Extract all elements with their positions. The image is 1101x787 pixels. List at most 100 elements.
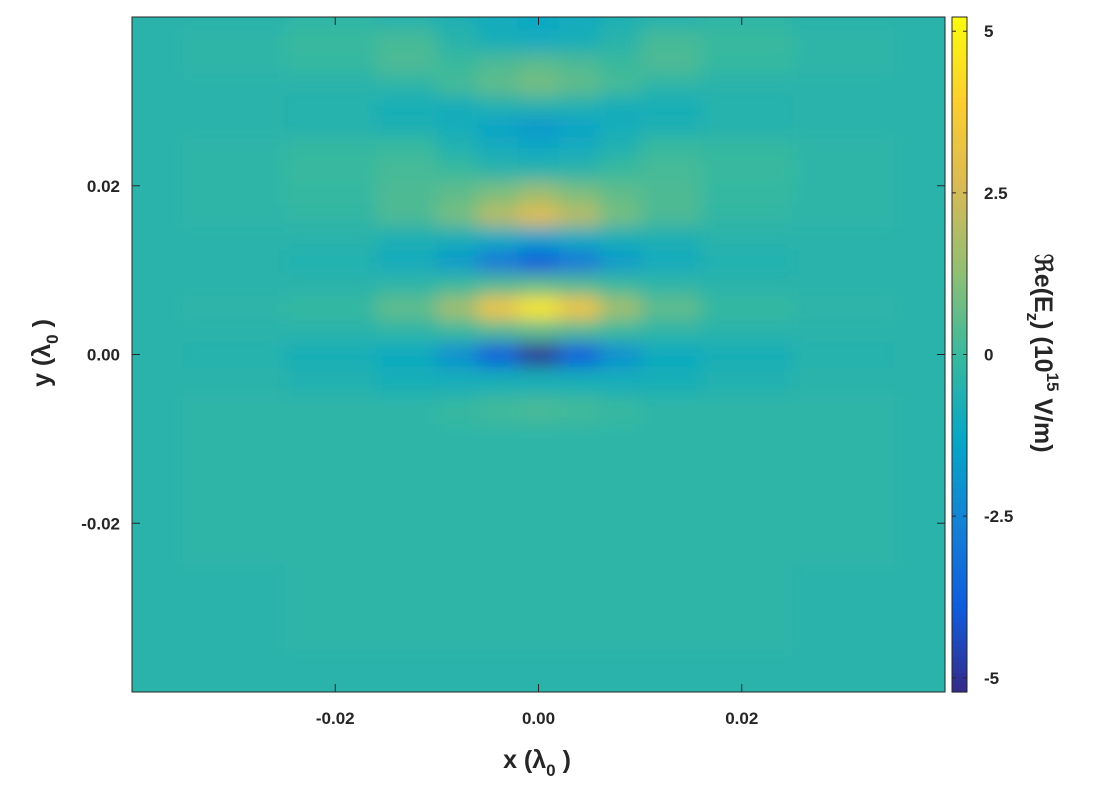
heatmap-cell: [375, 273, 438, 297]
heatmap-cell: [182, 52, 285, 75]
colorbar-strip: [952, 537, 967, 543]
colorbar-strip: [952, 357, 967, 363]
heatmap-cell: [701, 342, 794, 368]
colorbar-strip: [952, 497, 967, 503]
heatmap-cell: [375, 204, 438, 228]
heatmap-cell: [599, 273, 641, 297]
colorbar-strip: [952, 87, 967, 93]
heatmap-cell: [132, 137, 184, 159]
heatmap-cell: [701, 116, 794, 138]
colorbar-strip: [952, 622, 967, 628]
heatmap-cell: [375, 158, 438, 183]
colorbar-strip: [952, 207, 967, 213]
heatmap-cell: [436, 481, 479, 566]
colorbar-strip: [952, 127, 967, 133]
colorbar-label: ℜe(Ez) (1015 V/m): [1023, 253, 1062, 452]
colorbar-strip: [952, 627, 967, 633]
heatmap-cell: [894, 29, 945, 54]
colorbar-strip: [952, 287, 967, 293]
heatmap-cell: [640, 394, 702, 425]
heatmap-cell: [436, 204, 479, 228]
colorbar-strip: [952, 272, 967, 278]
heatmap-cell: [375, 649, 438, 692]
colorbar-strip: [952, 187, 967, 193]
colorbar-strip: [952, 72, 967, 78]
heatmap-cell: [284, 273, 377, 297]
colorbar-strip: [952, 367, 967, 373]
heatmap-cell: [894, 273, 945, 297]
heatmap-cell: [558, 649, 600, 692]
heatmap-cell: [599, 249, 641, 274]
colorbar-strip: [952, 107, 967, 113]
heatmap-cell: [284, 565, 377, 651]
heatmap-cell: [792, 29, 895, 54]
colorbar-strip: [952, 582, 967, 588]
heatmap-cell: [518, 367, 560, 396]
heatmap-cell: [640, 296, 702, 320]
colorbar-strip: [952, 102, 967, 108]
heatmap-cell: [477, 481, 519, 566]
heatmap-cell: [599, 116, 641, 138]
colorbar-strip: [952, 317, 967, 323]
heatmap-cell: [792, 342, 895, 368]
colorbar-strip: [952, 427, 967, 433]
colorbar-strip: [952, 632, 967, 638]
heatmap-cell: [182, 394, 285, 425]
colorbar-strip: [952, 322, 967, 328]
colorbar-strip: [952, 562, 967, 568]
heatmap-cell: [436, 394, 479, 425]
heatmap-cell: [477, 565, 519, 651]
heatmap-cell: [284, 296, 377, 320]
heatmap-cell: [375, 565, 438, 651]
heatmap-cell: [436, 342, 479, 368]
heatmap-cell: [894, 394, 945, 425]
heatmap-cell: [558, 367, 600, 396]
colorbar-strip: [952, 452, 967, 458]
heatmap-cell: [599, 649, 641, 692]
heatmap-cell: [132, 367, 184, 396]
heatmap-cell: [558, 116, 600, 138]
heatmap-cell: [518, 158, 560, 183]
heatmap-cell: [640, 137, 702, 159]
heatmap-cell: [375, 137, 438, 159]
heatmap-cell: [894, 181, 945, 206]
heatmap-cell: [132, 116, 184, 138]
colorbar-strip: [952, 117, 967, 123]
heatmap-cell: [436, 52, 479, 75]
colorbar-strip: [952, 252, 967, 258]
heatmap-cell: [518, 137, 560, 159]
colorbar-strip: [952, 507, 967, 513]
colorbar-strip: [952, 467, 967, 473]
heatmap-cell: [518, 424, 560, 482]
heatmap-cell: [599, 52, 641, 75]
heatmap-cell: [477, 52, 519, 75]
colorbar-strip: [952, 242, 967, 248]
colorbar-strip: [952, 552, 967, 558]
heatmap-cell: [558, 181, 600, 206]
heatmap-cell: [640, 52, 702, 75]
heatmap-cell: [894, 52, 945, 75]
colorbar-strip: [952, 647, 967, 653]
x-tick-label: 0.00: [522, 709, 555, 728]
heatmap-cell: [640, 565, 702, 651]
heatmap-cell: [375, 481, 438, 566]
colorbar-strip: [952, 572, 967, 578]
heatmap-cell: [284, 181, 377, 206]
heatmap-cell: [640, 73, 702, 96]
heatmap-cell: [182, 95, 285, 117]
heatmap-cell: [375, 394, 438, 425]
heatmap-cell: [182, 116, 285, 138]
colorbar-strip: [952, 227, 967, 233]
heatmap-cell: [640, 649, 702, 692]
colorbar-strip: [952, 277, 967, 283]
colorbar-strip: [952, 167, 967, 173]
colorbar-strip: [952, 612, 967, 618]
heatmap-cell: [518, 394, 560, 425]
heatmap-cell: [477, 95, 519, 117]
heatmap-cell: [477, 273, 519, 297]
heatmap-cell: [701, 17, 794, 31]
heatmap-cell: [518, 204, 560, 228]
colorbar-strip: [952, 177, 967, 183]
heatmap-cell: [599, 17, 641, 31]
